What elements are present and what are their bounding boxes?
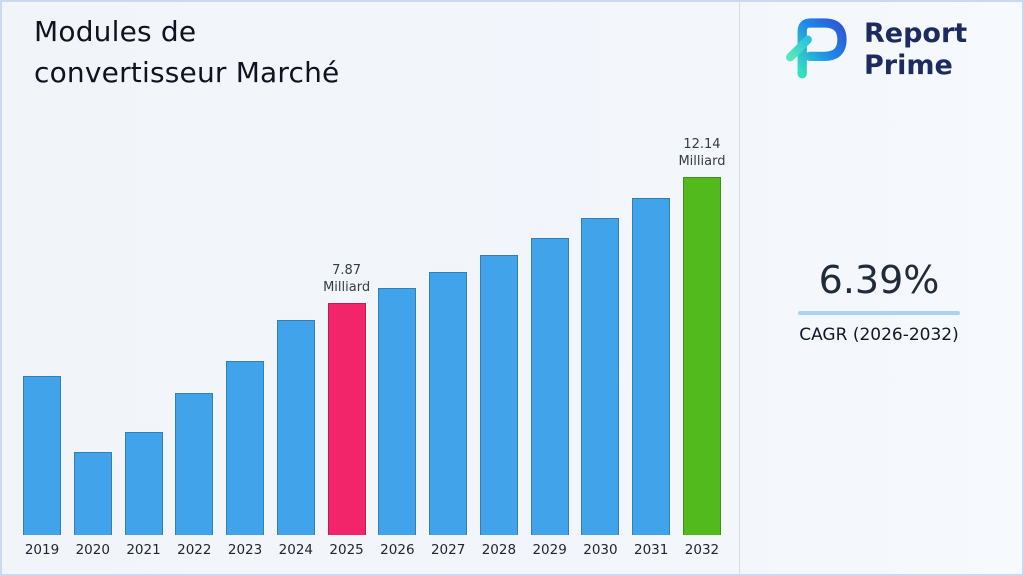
bar-group-2031: 2031 [629, 198, 673, 561]
report-prime-logo-text: Report Prime [864, 18, 967, 83]
logo-text-line1: Report [864, 17, 968, 49]
bar-year-label-2031: 2031 [634, 542, 669, 558]
bar-2029 [530, 238, 569, 535]
bar-year-label-2023: 2023 [227, 542, 263, 558]
bar-group-2029: 2029 [528, 238, 572, 561]
bar-year-label-2024: 2024 [278, 542, 313, 558]
bar-group-2020: 2020 [71, 452, 115, 561]
bar-2028 [479, 255, 518, 535]
bar-group-2021: 2021 [122, 432, 166, 561]
bar-2025 [327, 303, 366, 535]
cagr-label: CAGR (2026-2032) [799, 325, 959, 345]
bar-group-2032: 12.14 Milliard 2032 [678, 137, 726, 561]
bar-year-label-2022: 2022 [177, 542, 212, 558]
cagr-value: 6.39% [818, 258, 940, 302]
vertical-divider [739, 2, 740, 574]
bar-year-label-2030: 2030 [583, 542, 618, 558]
bar-year-label-2026: 2026 [380, 542, 415, 558]
bar-2022 [175, 393, 214, 535]
page-title: Modules de convertisseur Marché [34, 15, 340, 89]
bar-year-label-2020: 2020 [75, 542, 110, 558]
bar-year-label-2027: 2027 [430, 542, 466, 558]
cagr-panel: 6.39% CAGR (2026-2032) [754, 258, 1004, 345]
bar-2021 [124, 432, 163, 535]
bar-year-label-2028: 2028 [481, 542, 517, 558]
bar-year-label-2019: 2019 [24, 542, 60, 558]
bar-group-2026: 2026 [375, 288, 419, 561]
bar-2023 [226, 361, 265, 535]
bar-year-label-2032: 2032 [684, 542, 720, 558]
bar-annotation-2032: 12.14 Milliard [678, 137, 726, 170]
bar-annotation-2025: 7.87 Milliard [323, 263, 371, 296]
report-prime-logo: Report Prime [780, 14, 967, 86]
bar-2031 [632, 198, 671, 535]
bar-2030 [581, 218, 620, 535]
bar-group-2019: 2019 [20, 376, 64, 561]
bar-year-label-2029: 2029 [532, 542, 567, 558]
bar-year-label-2025: 2025 [329, 542, 364, 558]
bar-2019 [23, 376, 61, 535]
bar-2032 [682, 177, 721, 535]
bar-year-label-2021: 2021 [126, 542, 161, 558]
bar-2026 [378, 288, 417, 535]
bar-2024 [276, 320, 315, 535]
bar-group-2030: 2030 [578, 218, 622, 561]
logo-text-line2: Prime [864, 50, 953, 81]
bar-group-2028: 2028 [477, 255, 521, 561]
bar-group-2023: 2023 [223, 361, 267, 561]
cagr-underline [798, 311, 960, 315]
bar-group-2024: 2024 [274, 320, 318, 561]
bar-chart: 2019 2020 2021 2022 2023 2024 7.87 Milliard 202… [20, 137, 726, 561]
bar-2027 [429, 272, 468, 535]
bar-group-2027: 2027 [426, 272, 470, 561]
bar-2020 [73, 452, 112, 535]
report-prime-logo-icon [780, 14, 854, 86]
bar-group-2025: 7.87 Milliard 2025 [323, 263, 371, 561]
bar-group-2022: 2022 [172, 393, 216, 561]
